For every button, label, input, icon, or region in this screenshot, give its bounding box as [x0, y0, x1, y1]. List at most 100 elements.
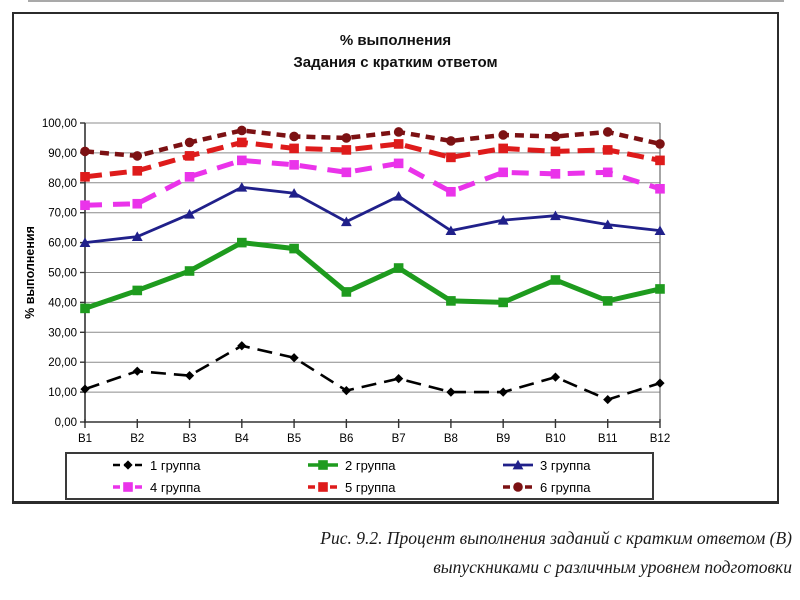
series-line: [84, 240, 661, 311]
data-point-marker: [80, 172, 90, 182]
legend-item: 3 группа: [457, 458, 652, 473]
data-point-marker: [602, 145, 613, 155]
data-point-marker: [603, 394, 613, 405]
series-line: [84, 185, 661, 244]
legend-sample-square-icon: [113, 482, 143, 492]
data-point-marker: [80, 200, 90, 211]
x-tick-label: В12: [650, 433, 670, 445]
data-point-marker: [184, 172, 195, 182]
data-point-marker: [513, 482, 523, 492]
x-tick-label: В11: [598, 433, 618, 445]
data-point-marker: [132, 166, 143, 176]
data-point-marker: [318, 460, 328, 470]
series-line: [84, 139, 661, 180]
data-point-marker: [498, 387, 508, 397]
data-point-marker: [184, 208, 195, 219]
chart-legend: 1 группа 2 группа 3 группа 4 группа 5 группа…: [65, 452, 654, 500]
y-tick-label: 40,00: [48, 297, 77, 309]
x-tick-label: В10: [545, 433, 565, 445]
data-point-marker: [394, 374, 404, 384]
data-point-marker: [289, 160, 299, 170]
chart-container: 100,00 90,00 80,00 70,00 60,00 50,00 40,00 30,0…: [12, 12, 779, 504]
y-tick-label: 30,00: [48, 327, 77, 339]
data-point-marker: [655, 378, 665, 388]
data-point-marker: [498, 143, 508, 154]
data-point-marker: [393, 127, 404, 137]
data-point-marker: [289, 143, 299, 154]
legend-sample-circle-icon: [503, 482, 533, 492]
data-point-marker: [550, 372, 561, 382]
data-point-marker: [655, 155, 665, 166]
data-point-marker: [341, 145, 352, 155]
series-line: [84, 128, 661, 159]
data-point-marker: [446, 152, 456, 163]
data-point-marker: [132, 285, 143, 296]
legend-label: 3 группа: [540, 457, 591, 473]
data-point-marker: [550, 131, 561, 142]
data-point-marker: [550, 146, 561, 157]
legend-label: 1 группа: [150, 457, 201, 473]
x-tick-label: В4: [235, 433, 250, 445]
data-point-marker: [550, 210, 561, 221]
data-point-marker: [132, 151, 143, 161]
data-point-marker: [341, 133, 352, 143]
data-point-marker: [498, 130, 508, 140]
data-point-marker: [498, 167, 508, 178]
legend-label: 2 группа: [345, 457, 396, 473]
x-tick-label: В5: [287, 433, 301, 445]
data-point-marker: [131, 231, 143, 242]
data-point-marker: [236, 182, 248, 192]
x-tick-label: В8: [444, 433, 458, 445]
data-point-marker: [123, 460, 133, 470]
data-point-marker: [288, 188, 300, 198]
data-point-marker: [80, 303, 90, 314]
legend-sample-square-icon: [308, 460, 338, 470]
y-tick-label: 50,00: [48, 268, 77, 280]
data-point-marker: [237, 237, 247, 248]
data-point-marker: [289, 353, 299, 363]
y-tick-label: 70,00: [48, 208, 77, 220]
data-point-marker: [237, 155, 247, 166]
data-point-marker: [341, 386, 351, 396]
y-tick-label: 90,00: [48, 148, 77, 160]
data-point-marker: [184, 371, 195, 381]
legend-label: 5 группа: [345, 479, 396, 495]
data-point-marker: [393, 139, 404, 149]
data-point-marker: [445, 225, 457, 236]
data-point-marker: [655, 284, 665, 294]
chart-title: % выполнения Задания с кратким ответом: [14, 30, 777, 74]
chart-title-line2: Задания с кратким ответом: [293, 54, 498, 71]
figure-caption-line2: выпускниками с различным уровнем подгото…: [433, 557, 792, 577]
data-point-marker: [184, 266, 195, 276]
data-point-marker: [341, 287, 352, 297]
screenshot-edge-artifact: [28, 0, 784, 2]
data-point-marker: [602, 219, 614, 230]
data-point-marker: [341, 167, 352, 178]
legend-sample-diamond-icon: [113, 460, 143, 470]
legend-sample-square-icon: [308, 482, 338, 492]
data-point-marker: [602, 167, 613, 178]
x-tick-label: В9: [496, 433, 510, 445]
data-point-marker: [550, 275, 561, 285]
x-tick-label: В2: [130, 433, 144, 445]
data-point-marker: [289, 243, 299, 254]
x-tick-label: В6: [339, 433, 353, 445]
data-point-marker: [123, 482, 133, 492]
data-point-marker: [655, 139, 665, 149]
legend-label: 4 группа: [150, 479, 201, 495]
data-point-marker: [237, 125, 247, 136]
data-point-marker: [393, 158, 404, 169]
data-point-marker: [393, 191, 405, 201]
series-3: [79, 182, 666, 247]
series-5: [80, 137, 665, 182]
data-point-marker: [602, 296, 613, 306]
data-point-marker: [132, 366, 142, 376]
legend-item: 5 группа: [262, 480, 457, 495]
data-point-marker: [132, 198, 143, 209]
data-point-marker: [446, 387, 456, 397]
data-point-marker: [497, 214, 509, 225]
data-point-marker: [393, 263, 404, 273]
data-point-marker: [602, 127, 613, 137]
data-point-marker: [237, 137, 247, 148]
y-tick-label: 100,00: [42, 118, 77, 130]
